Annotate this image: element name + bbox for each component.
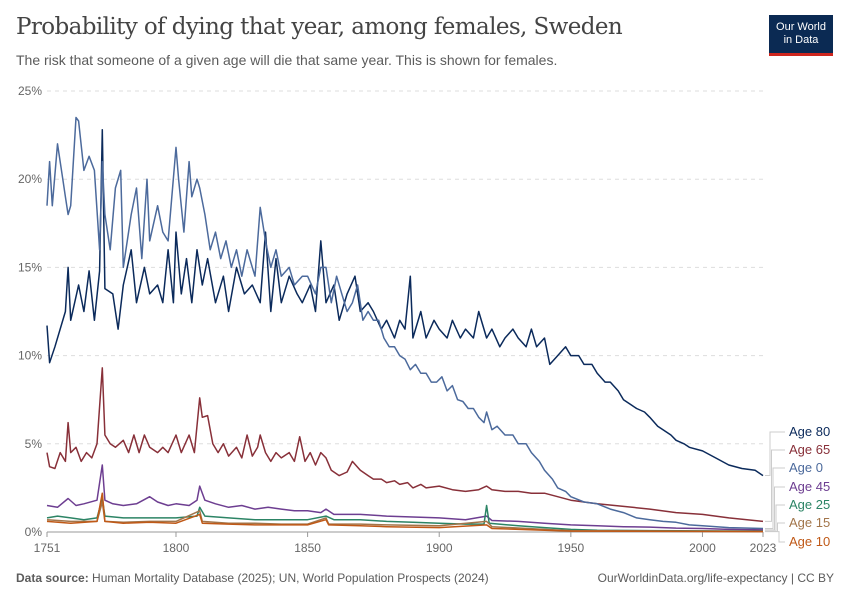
series-line-age-65 — [46, 367, 764, 523]
y-tick-label: 25% — [18, 84, 42, 98]
y-tick-label: 15% — [18, 260, 42, 274]
legend-connector — [765, 431, 785, 477]
legend-label-age-0: Age 0 — [789, 460, 823, 475]
series-line-age-25 — [46, 497, 764, 532]
legend-label-age-10: Age 10 — [789, 534, 830, 549]
legend-label-age-80: Age 80 — [789, 424, 830, 439]
footer-link[interactable]: OurWorldinData.org/life-expectancy | CC … — [597, 571, 834, 585]
y-tick-label: 5% — [25, 437, 43, 451]
legend-connector — [765, 449, 785, 522]
legend-label-age-65: Age 65 — [789, 442, 830, 457]
x-tick-label: 2023 — [750, 541, 777, 555]
y-tick-label: 0% — [25, 525, 43, 539]
legend-connector — [765, 486, 785, 531]
series-line-age-10 — [46, 492, 764, 533]
x-tick-label: 1800 — [163, 541, 190, 555]
series-line-age-45 — [46, 464, 764, 531]
chart-subtitle: The risk that someone of a given age wil… — [16, 52, 558, 68]
x-tick-label: 2000 — [689, 541, 716, 555]
owid-logo[interactable]: Our World in Data — [769, 15, 833, 56]
x-tick-label: 1950 — [557, 541, 584, 555]
legend-connector — [765, 467, 785, 529]
legend-connector — [765, 531, 785, 543]
chart-title: Probability of dying that year, among fe… — [16, 14, 623, 40]
x-tick-label: 1850 — [294, 541, 321, 555]
legend-label-age-15: Age 15 — [789, 515, 830, 530]
y-tick-label: 20% — [18, 172, 42, 186]
source-text: Human Mortality Database (2025); UN, Wor… — [92, 571, 489, 585]
y-tick-label: 10% — [18, 349, 42, 363]
logo-line2: in Data — [783, 34, 819, 46]
x-tick-label: 1751 — [34, 541, 61, 555]
series-line-age-80 — [46, 129, 764, 477]
source-label: Data source: — [16, 571, 89, 585]
legend-label-age-25: Age 25 — [789, 497, 830, 512]
data-source: Data source: Human Mortality Database (2… — [16, 571, 489, 585]
legend-label-age-45: Age 45 — [789, 479, 830, 494]
logo-line1: Our World — [776, 21, 826, 33]
series-line-age-0 — [46, 116, 764, 530]
x-tick-label: 1900 — [426, 541, 453, 555]
